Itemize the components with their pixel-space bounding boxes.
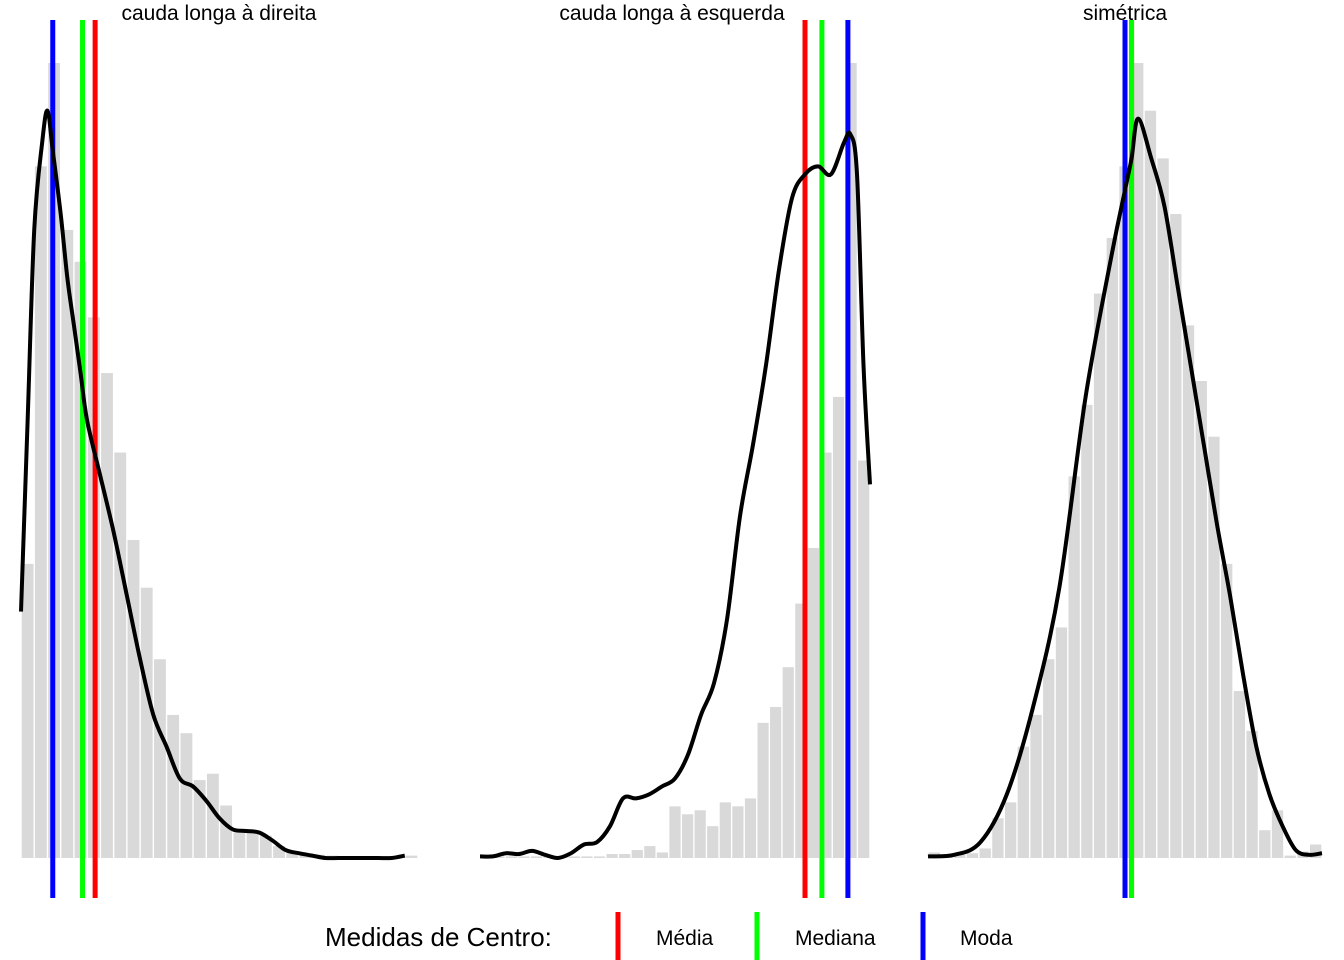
histogram-bar (1233, 691, 1246, 858)
histogram-bar (992, 818, 1004, 858)
histogram-bar (694, 810, 706, 858)
panel-1: cauda longa à direita (19, 2, 418, 898)
histogram-bar (858, 460, 870, 858)
histogram-bar (101, 373, 113, 858)
histogram-bar (1030, 714, 1042, 858)
histogram-bar (1284, 855, 1296, 858)
histogram-bar (845, 63, 857, 858)
histogram-bar (405, 855, 418, 858)
histogram-bar (1208, 436, 1220, 858)
histogram-bar (656, 852, 669, 858)
histogram-bar (1246, 730, 1258, 858)
histogram-bar (719, 802, 731, 858)
histogram-bar (34, 166, 47, 859)
panels: cauda longa à direita cauda longa à esque… (19, 2, 1323, 898)
panel-2: cauda longa à esquerda (479, 2, 872, 898)
histogram-bar (180, 733, 193, 858)
histogram-bar (581, 856, 593, 858)
histogram-bar (518, 856, 530, 858)
density-curve (927, 116, 1323, 859)
density-curve (479, 130, 872, 861)
histogram-bar (140, 587, 153, 858)
histogram-bar (233, 832, 246, 858)
histogram-bar (1093, 293, 1106, 858)
histogram-bar (979, 848, 991, 858)
histogram-bar (1004, 802, 1017, 858)
histogram-bar (114, 452, 127, 858)
legend-label: Moda (960, 927, 1013, 950)
legend-label: Mediana (795, 927, 876, 950)
legend-items: Média Mediana Moda (615, 912, 1013, 960)
histogram-bar (619, 854, 631, 858)
histogram-bar (593, 856, 606, 858)
legend: Medidas de Centro: Média Mediana Moda (325, 912, 1013, 960)
histogram-bar (744, 798, 757, 859)
histogram-bar (206, 773, 219, 858)
histogram-bar (954, 854, 966, 858)
histogram-bar (1182, 325, 1195, 859)
histogram-bar (61, 229, 74, 858)
histogram-bar (1081, 404, 1093, 858)
histogram-bar (531, 856, 543, 858)
histogram-bar (220, 805, 233, 858)
histogram-bar (757, 722, 769, 858)
histogram-bar (1195, 381, 1207, 858)
histogram-bar (631, 850, 643, 858)
histogram-bar (1043, 659, 1055, 858)
histogram-bar (966, 853, 979, 858)
histogram-bar (21, 563, 34, 858)
panel-title: cauda longa à esquerda (559, 2, 785, 25)
histogram-bar (568, 856, 580, 858)
histogram-bar (505, 856, 518, 858)
histogram-bar (795, 603, 807, 858)
histogram-bar (273, 846, 285, 858)
histogram-bar (1132, 63, 1144, 858)
histogram-bar (246, 832, 259, 858)
histogram-bar (127, 540, 140, 858)
histogram-bar (259, 835, 272, 858)
histogram-bar (644, 846, 656, 858)
histogram-bar (1068, 476, 1080, 858)
histogram-bar (820, 452, 832, 858)
histogram-bar (193, 780, 206, 858)
histogram-bar (1144, 110, 1157, 858)
histogram-bar (669, 806, 681, 858)
histogram-bar (1309, 844, 1322, 858)
histogram-bar (286, 852, 299, 858)
histogram-bar (1055, 627, 1068, 858)
legend-label: Média (656, 927, 714, 950)
histogram-bar (1017, 746, 1029, 858)
histogram-bar (807, 547, 819, 858)
histogram-bar (1170, 214, 1182, 859)
histogram-bar (707, 826, 719, 858)
histogram-bar (770, 706, 782, 858)
histogram-bar (1157, 158, 1169, 858)
panel-3: simétrica (927, 2, 1323, 898)
histogram-bar (1221, 563, 1233, 858)
histogram-bar (1271, 810, 1284, 858)
panel-title: cauda longa à direita (122, 2, 317, 25)
legend-title: Medidas de Centro: (325, 922, 552, 952)
density-curve (19, 108, 406, 861)
histogram-bar (167, 714, 180, 858)
histogram-bar (606, 854, 618, 858)
histogram-bar (1259, 830, 1271, 858)
histogram-bar (782, 667, 794, 858)
histogram-bar (154, 659, 166, 858)
histogram-bar (1106, 237, 1118, 858)
histogram-bar (681, 814, 694, 858)
histogram-bar (832, 396, 845, 858)
panel-title: simétrica (1083, 2, 1167, 25)
histogram-bar (732, 806, 744, 858)
histogram-bar (493, 856, 505, 858)
